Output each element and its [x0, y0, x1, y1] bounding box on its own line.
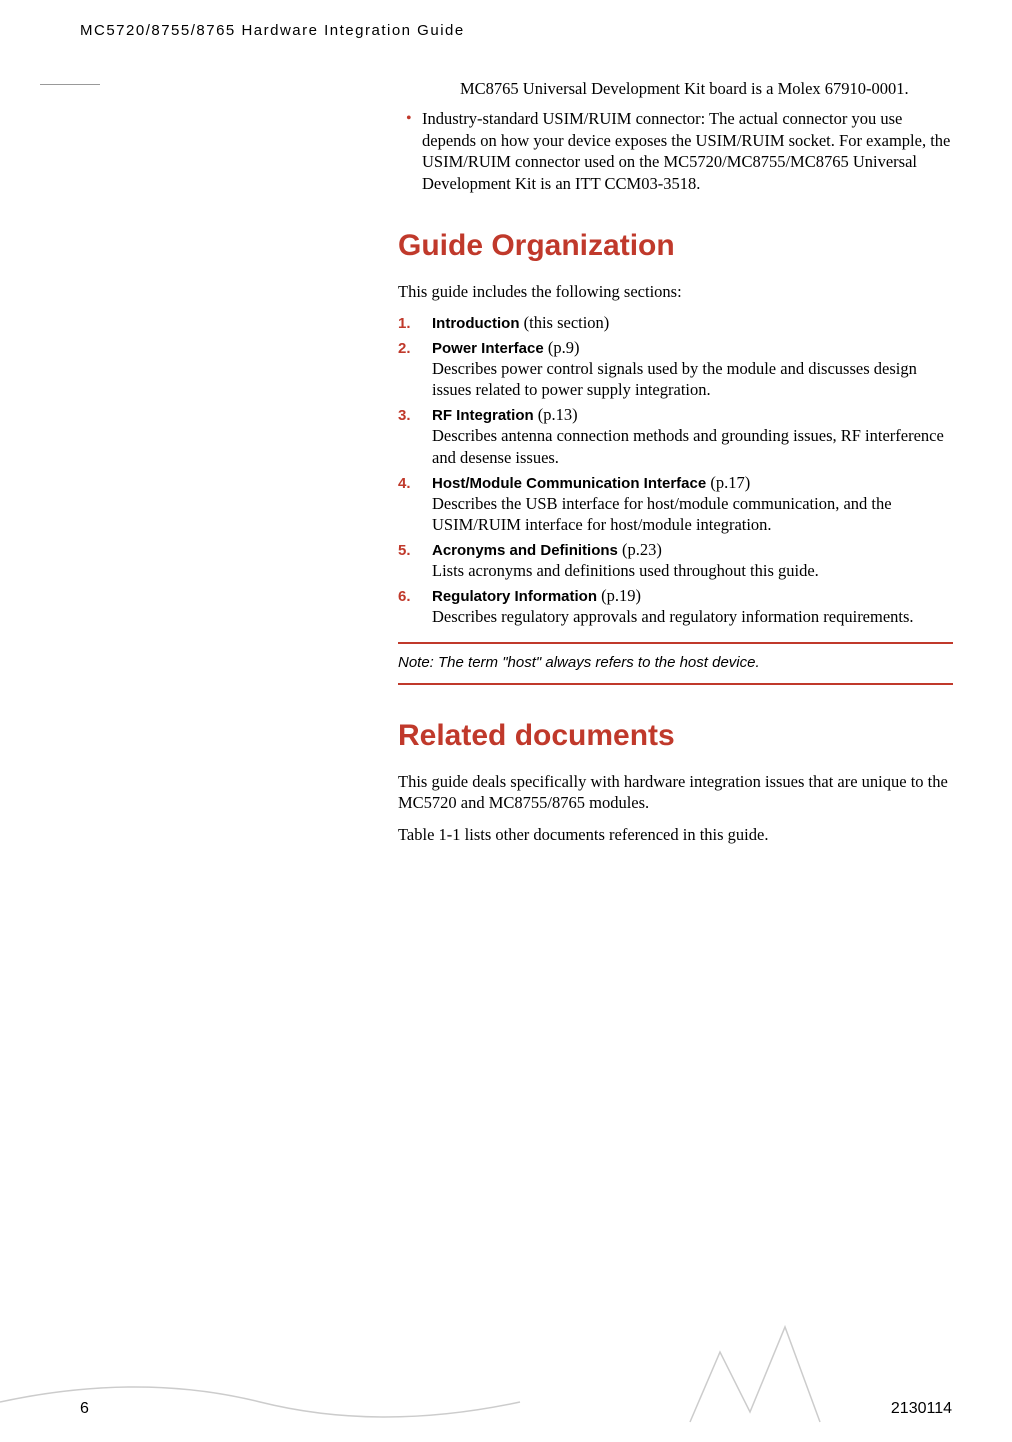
list-title: Introduction	[432, 315, 519, 332]
section-intro: This guide includes the following sectio…	[398, 281, 953, 303]
list-title: Power Interface	[432, 340, 544, 357]
bullet-marker: •	[398, 108, 422, 195]
list-title: Regulatory Information	[432, 588, 597, 605]
list-item: 1. Introduction (this section)	[398, 313, 953, 334]
list-title: RF Integration	[432, 407, 534, 424]
list-desc: Describes the USB interface for host/mod…	[432, 493, 953, 537]
list-page: (p.9)	[544, 338, 580, 357]
list-item: 6. Regulatory Information (p.19) Describ…	[398, 586, 953, 628]
page-number: 6	[80, 1400, 89, 1418]
paragraph: This guide deals specifically with hardw…	[398, 771, 953, 815]
bullet-text: Industry-standard USIM/RUIM connector: T…	[422, 108, 953, 195]
list-title: Host/Module Communication Interface	[432, 475, 706, 492]
list-desc: Describes antenna connection methods and…	[432, 425, 953, 469]
side-rule	[40, 84, 100, 85]
main-content: MC8765 Universal Development Kit board i…	[398, 78, 953, 856]
list-item: 5. Acronyms and Definitions (p.23) Lists…	[398, 540, 953, 582]
list-number: 4.	[398, 473, 432, 537]
note-block: Note: The term "host" always refers to t…	[398, 642, 953, 685]
numbered-list: 1. Introduction (this section) 2. Power …	[398, 313, 953, 628]
list-number: 1.	[398, 313, 432, 334]
section-heading-related-docs: Related documents	[398, 719, 953, 753]
list-desc: Lists acronyms and definitions used thro…	[432, 560, 953, 582]
bullet-item: • Industry-standard USIM/RUIM connector:…	[398, 108, 953, 195]
paragraph: Table 1-1 lists other documents referenc…	[398, 824, 953, 846]
list-item: 4. Host/Module Communication Interface (…	[398, 473, 953, 537]
list-page: (p.13)	[534, 405, 578, 424]
list-desc: Describes power control signals used by …	[432, 358, 953, 402]
list-page: (p.17)	[706, 473, 750, 492]
list-title: Acronyms and Definitions	[432, 542, 618, 559]
footer-wave-graphic	[0, 1312, 1012, 1432]
doc-number: 2130114	[891, 1400, 952, 1418]
list-number: 2.	[398, 338, 432, 402]
list-number: 5.	[398, 540, 432, 582]
list-desc: Describes regulatory approvals and regul…	[432, 606, 953, 628]
page-header: MC5720/8755/8765 Hardware Integration Gu…	[80, 22, 465, 39]
continuation-fragment: MC8765 Universal Development Kit board i…	[398, 78, 953, 100]
list-item: 3. RF Integration (p.13) Describes anten…	[398, 405, 953, 469]
section-heading-guide-org: Guide Organization	[398, 229, 953, 263]
list-page: (this section)	[519, 313, 609, 332]
list-number: 3.	[398, 405, 432, 469]
list-page: (p.19)	[597, 586, 641, 605]
list-item: 2. Power Interface (p.9) Describes power…	[398, 338, 953, 402]
list-number: 6.	[398, 586, 432, 628]
note-text: Note: The term "host" always refers to t…	[398, 654, 953, 671]
list-page: (p.23)	[618, 540, 662, 559]
